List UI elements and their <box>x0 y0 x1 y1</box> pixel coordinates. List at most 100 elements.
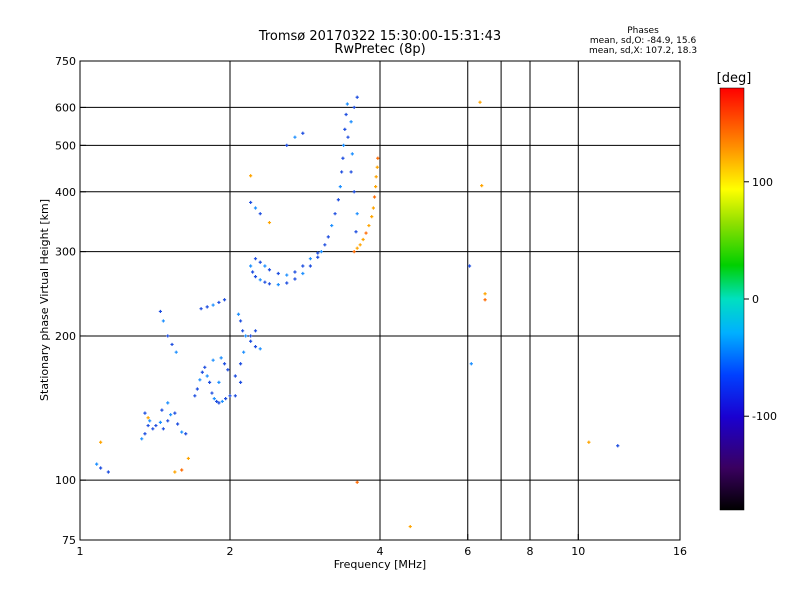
o-mode-point <box>340 170 344 174</box>
x-mode-point <box>374 185 378 189</box>
x-mode-point <box>267 220 272 225</box>
o-mode-point <box>166 334 170 338</box>
o-mode-point <box>349 120 353 124</box>
o-mode-point <box>224 396 228 401</box>
x-mode-point <box>374 175 378 179</box>
x-mode-point <box>483 298 487 302</box>
x-tick-label: 2 <box>227 545 234 558</box>
o-mode-point <box>222 362 227 366</box>
o-mode-point <box>350 152 354 156</box>
o-mode-point <box>215 399 219 404</box>
o-mode-point <box>193 394 197 398</box>
y-tick-label: 75 <box>62 534 76 547</box>
o-mode-point <box>249 264 253 268</box>
o-mode-point <box>253 345 258 349</box>
o-mode-point <box>467 264 472 268</box>
o-mode-point <box>106 470 110 474</box>
o-mode-point <box>345 102 349 106</box>
o-mode-point <box>222 298 227 302</box>
o-mode-point <box>236 312 241 316</box>
grid-lines <box>80 61 680 540</box>
y-tick-label: 200 <box>55 330 76 343</box>
y-axis-ticks: 75 100 200 300 400 500 600 750 <box>55 55 86 547</box>
y-tick-label: 750 <box>55 55 76 68</box>
o-mode-point <box>238 380 243 384</box>
o-mode-point <box>244 334 248 338</box>
o-mode-point <box>207 380 212 384</box>
x-axis-ticks: 1 2 4 6 8 10 16 <box>77 534 687 558</box>
o-mode-point <box>217 401 221 405</box>
o-mode-point <box>301 264 305 268</box>
x-mode-point <box>358 243 362 247</box>
o-mode-point <box>95 462 99 466</box>
o-mode-point <box>205 305 209 309</box>
o-mode-point <box>170 342 174 347</box>
y-tick-label: 400 <box>55 186 76 199</box>
x-axis-label: Frequency [MHz] <box>334 558 426 571</box>
o-mode-point <box>158 420 163 424</box>
o-mode-point <box>212 396 216 401</box>
o-mode-point <box>341 143 346 147</box>
x-mode-point <box>355 480 359 484</box>
y-axis-label: Stationary phase Virtual Height [km] <box>38 199 51 401</box>
o-mode-point <box>195 387 199 391</box>
o-mode-point <box>344 112 348 117</box>
o-mode-point <box>250 270 255 274</box>
y-tick-label: 600 <box>55 101 76 114</box>
o-mode-point <box>343 127 347 131</box>
o-mode-point <box>276 283 280 287</box>
o-mode-point <box>293 135 297 139</box>
o-mode-point <box>220 399 224 404</box>
o-mode-point <box>326 235 330 239</box>
o-mode-point <box>616 444 620 448</box>
o-mode-point <box>355 95 359 99</box>
o-mode-point <box>249 334 253 338</box>
x-mode-point <box>376 156 380 160</box>
o-mode-point <box>143 432 147 436</box>
o-mode-point <box>161 427 165 431</box>
phase-x-stats: mean, sd,X: 107.2, 18.3 <box>589 46 697 56</box>
o-mode-point <box>184 432 188 436</box>
plot-area: 1 2 4 6 8 10 16 75 100 200 300 400 500 600 750 <box>55 55 687 558</box>
o-mode-point <box>198 378 202 382</box>
o-mode-point <box>242 350 246 354</box>
o-mode-point <box>316 251 320 255</box>
o-mode-point <box>336 198 340 202</box>
o-mode-point <box>276 271 280 276</box>
y-tick-label: 300 <box>55 246 76 259</box>
x-tick-label: 8 <box>527 545 534 558</box>
o-mode-point <box>253 206 258 210</box>
x-mode-point <box>480 184 484 188</box>
x-tick-label: 10 <box>571 545 585 558</box>
colorbar: [deg] 100 0 -100 <box>717 71 777 511</box>
data-points <box>95 95 620 529</box>
o-mode-point <box>301 271 305 276</box>
o-mode-point <box>258 260 262 264</box>
colorbar-tick-label: -100 <box>752 410 777 423</box>
o-mode-point <box>285 273 289 277</box>
o-mode-point <box>238 319 243 323</box>
x-mode-point <box>371 206 376 210</box>
colorbar-label: [deg] <box>717 71 752 86</box>
y-tick-label: 100 <box>55 474 76 487</box>
o-mode-point <box>263 264 267 268</box>
o-mode-point <box>354 230 358 234</box>
o-mode-point <box>319 250 323 254</box>
x-mode-point <box>355 246 359 250</box>
o-mode-point <box>233 374 237 378</box>
colorbar-tick-label: 0 <box>752 293 759 306</box>
o-mode-point <box>200 370 204 374</box>
o-mode-point <box>258 347 262 351</box>
o-mode-point <box>241 329 245 333</box>
o-mode-point <box>233 394 237 398</box>
o-mode-point <box>151 427 155 431</box>
x-tick-label: 1 <box>77 545 84 558</box>
o-mode-point <box>148 419 152 423</box>
o-mode-point <box>176 422 180 426</box>
o-mode-point <box>146 423 150 428</box>
o-mode-point <box>166 401 170 405</box>
x-mode-point <box>180 468 184 472</box>
o-mode-point <box>158 309 163 314</box>
x-mode-point <box>370 214 374 219</box>
colorbar-ticks: 100 0 -100 <box>744 176 777 423</box>
